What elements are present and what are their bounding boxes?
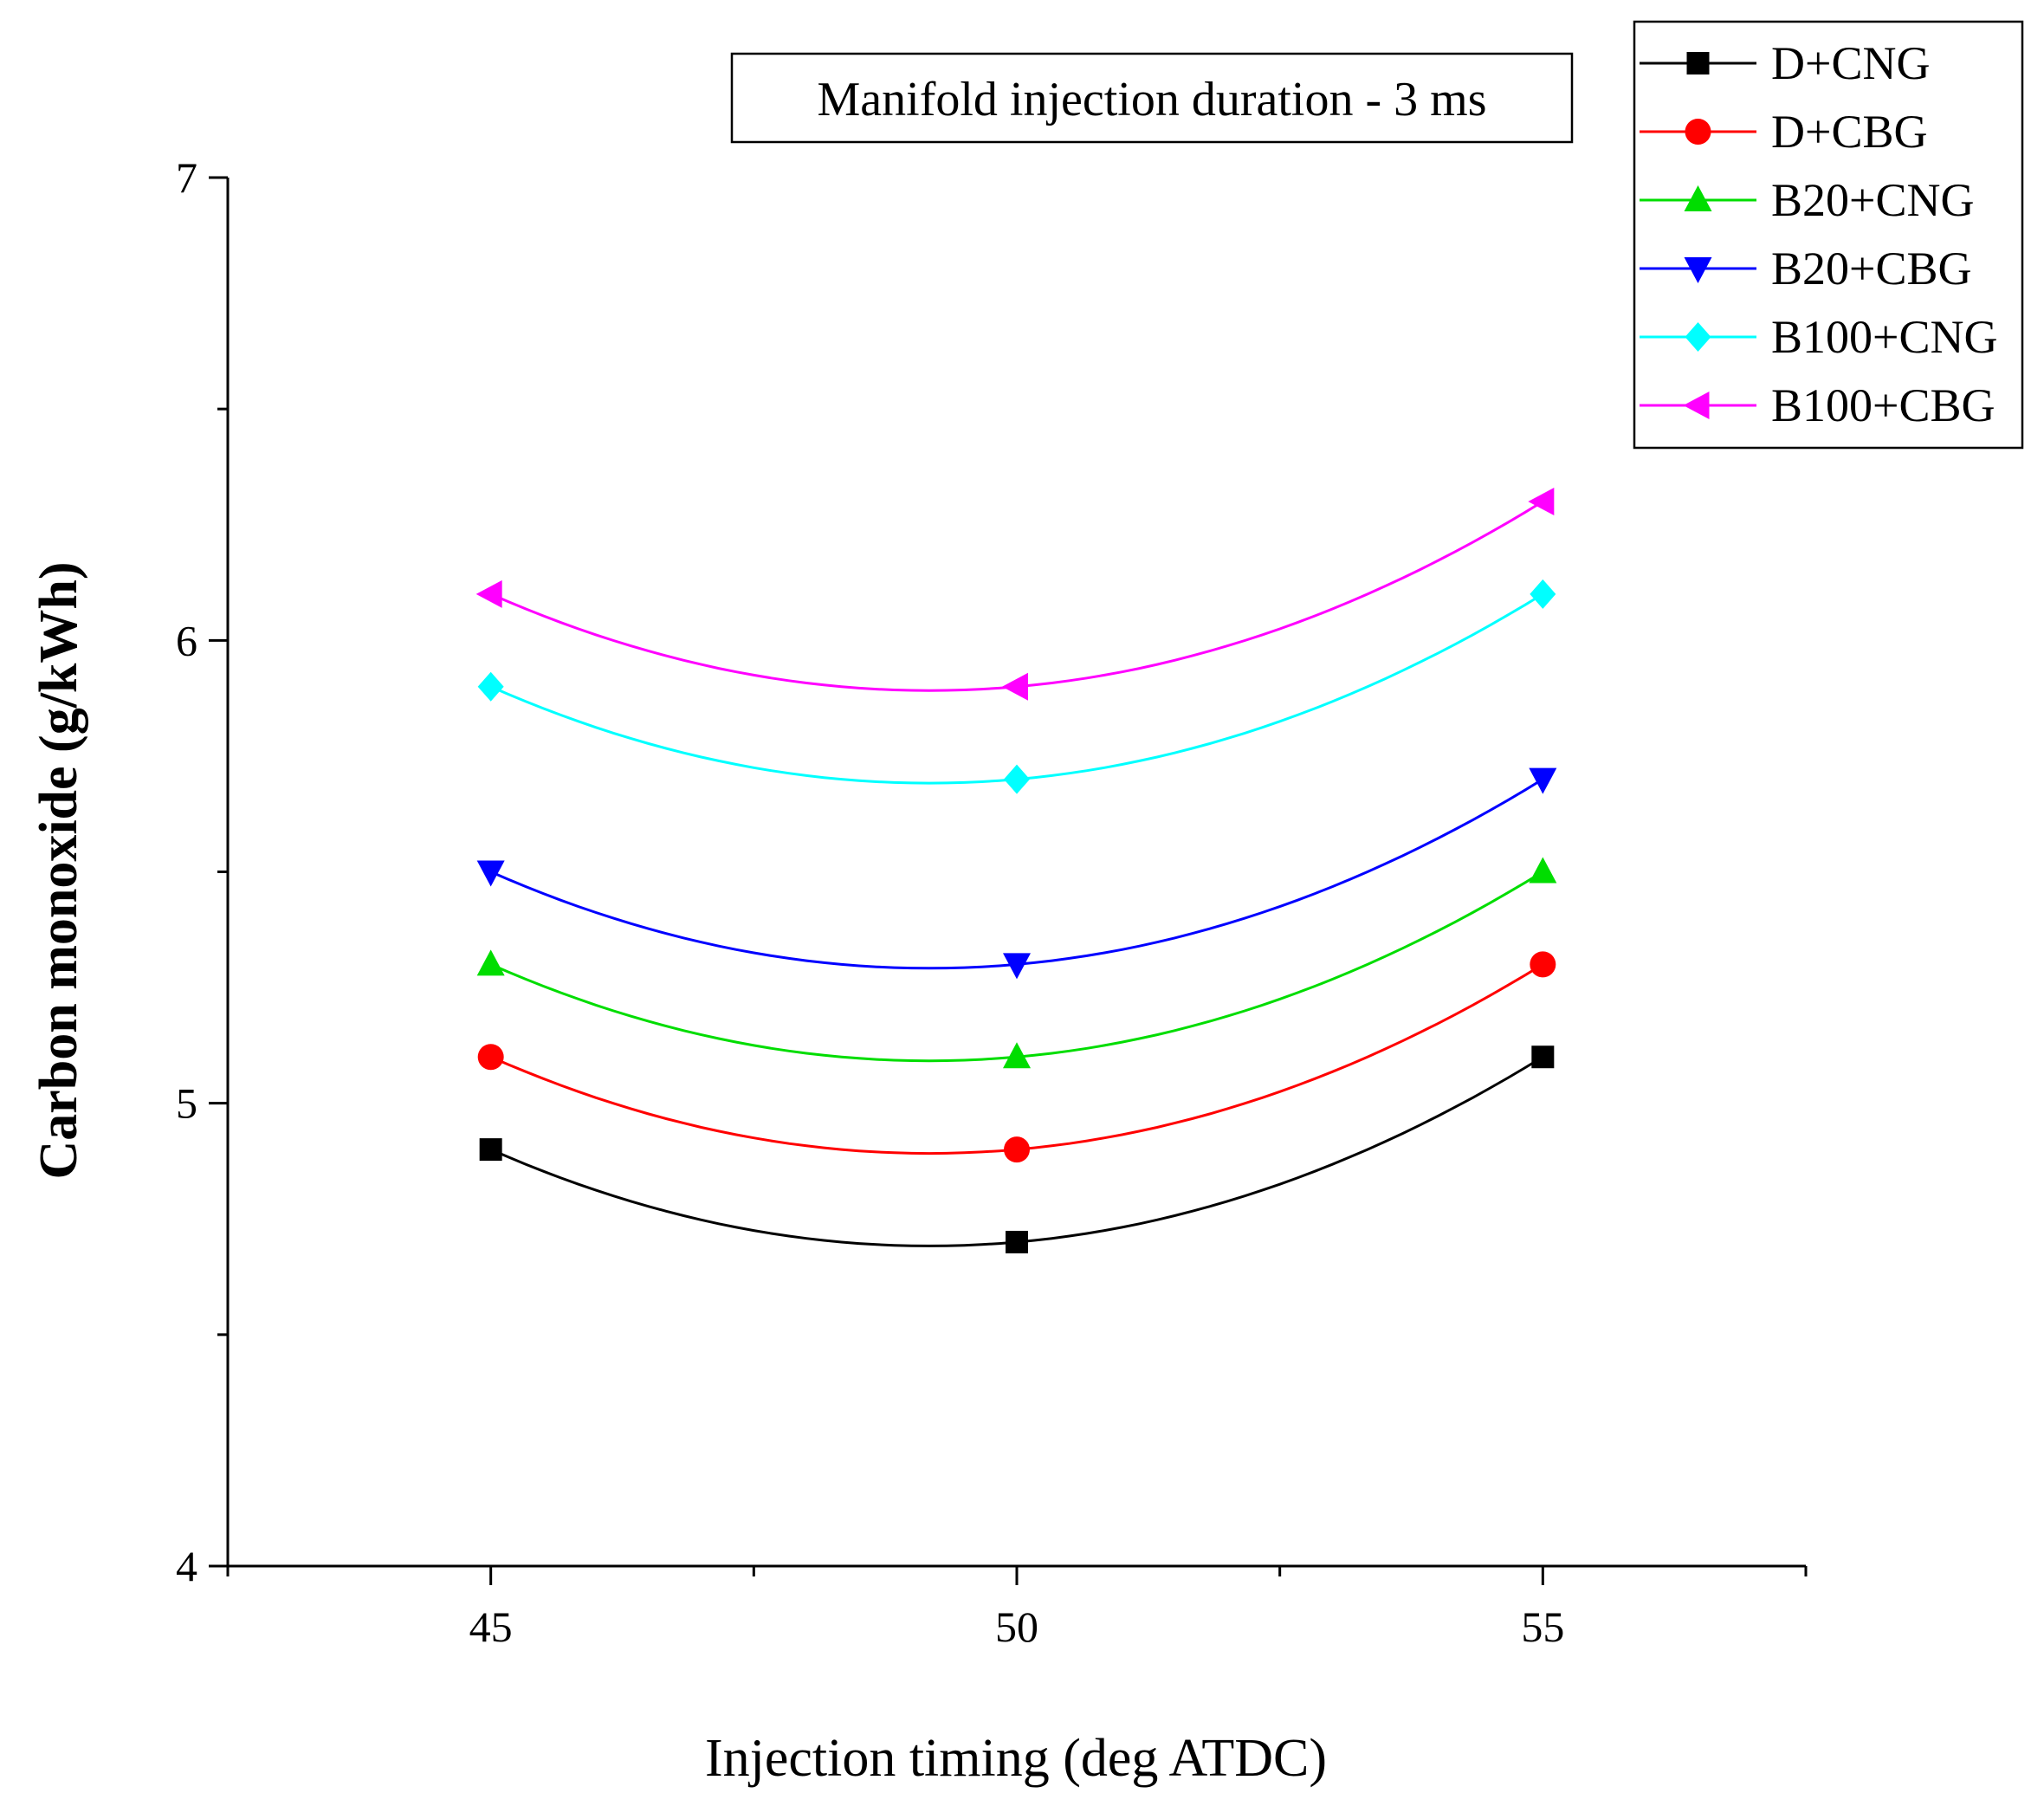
- data-point: [1528, 488, 1555, 516]
- data-point: [1529, 857, 1557, 884]
- series-b100-cng: [477, 579, 1556, 794]
- legend-marker: [1684, 185, 1712, 211]
- legend: D+CNG D+CBG B20+CNG B20+CBG B100+CNG B100+CBG: [1633, 20, 2024, 450]
- x-tick-label: 45: [469, 1602, 513, 1651]
- data-point: [1003, 953, 1031, 980]
- legend-marker: [1685, 322, 1711, 352]
- y-axis-title: Carbon monoxide (g/kWh): [29, 561, 88, 1179]
- y-tick-label: 7: [176, 153, 197, 202]
- data-point: [1530, 951, 1556, 978]
- legend-label: B20+CNG: [1771, 174, 1974, 226]
- legend-marker: [1684, 257, 1712, 283]
- legend-marker: [1683, 392, 1710, 419]
- data-point: [477, 671, 504, 702]
- legend-frame: [1633, 20, 2024, 450]
- legend-item: D+CNG: [1640, 37, 1930, 89]
- data-point: [1006, 1230, 1028, 1253]
- legend-marker: [1686, 52, 1710, 74]
- data-point: [1530, 579, 1556, 609]
- data-point: [1529, 767, 1557, 794]
- series-b100-cbg: [475, 488, 1555, 701]
- data-point: [1531, 1045, 1555, 1069]
- data-point: [1004, 764, 1030, 794]
- series-line: [490, 500, 1544, 692]
- legend-item: B20+CBG: [1640, 243, 1972, 295]
- x-tick-label: 50: [995, 1602, 1038, 1651]
- data-point: [479, 1138, 502, 1162]
- legend-item: B100+CNG: [1640, 311, 1997, 363]
- series-b20-cng: [476, 857, 1557, 1069]
- y-tick-label: 4: [176, 1542, 197, 1590]
- data-point: [1002, 672, 1028, 701]
- series-d-cbg: [477, 951, 1556, 1163]
- annotation-box: Manifold injection duration - 3 ms: [730, 52, 1574, 144]
- legend-item: B100+CBG: [1640, 379, 1995, 431]
- legend-label: B100+CBG: [1771, 379, 1995, 431]
- y-tick-label: 5: [176, 1079, 197, 1128]
- data-point: [1003, 1042, 1031, 1069]
- legend-label: B20+CBG: [1771, 243, 1972, 295]
- series-b20-cbg: [476, 767, 1557, 980]
- annotation-frame: [730, 52, 1574, 144]
- legend-marker: [1685, 119, 1711, 145]
- legend-item: B20+CNG: [1640, 174, 1974, 226]
- data-point: [475, 579, 502, 608]
- data-point: [476, 860, 505, 887]
- annotation-text: Manifold injection duration - 3 ms: [818, 73, 1487, 126]
- legend-item: D+CBG: [1640, 106, 1927, 158]
- series-d-cng: [479, 1045, 1555, 1253]
- legend-label: D+CNG: [1771, 37, 1930, 89]
- legend-label: D+CBG: [1771, 106, 1927, 158]
- series-layer: [475, 488, 1557, 1253]
- x-axis-title: Injection timing (deg ATDC): [705, 1729, 1327, 1788]
- series-line: [490, 778, 1544, 970]
- y-tick-label: 6: [176, 616, 197, 664]
- data-point: [476, 949, 505, 976]
- data-point: [477, 1044, 504, 1071]
- x-tick-label: 55: [1521, 1602, 1564, 1651]
- legend-label: B100+CNG: [1771, 311, 1997, 363]
- data-point: [1004, 1136, 1030, 1163]
